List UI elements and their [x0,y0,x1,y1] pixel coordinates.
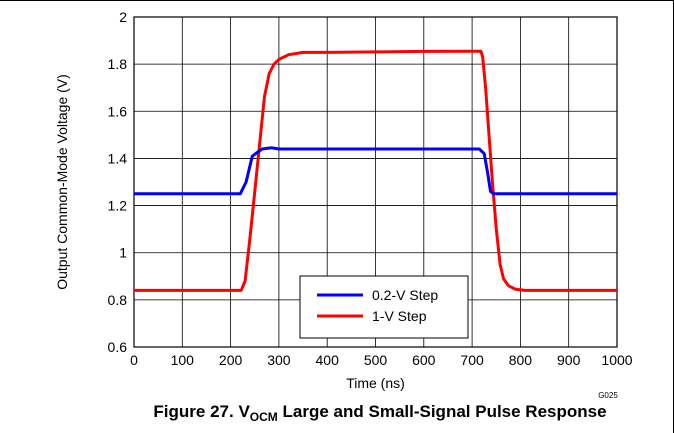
x-tick-label: 400 [316,352,340,368]
legend-box [299,275,469,339]
x-tick-label: 100 [171,352,195,368]
series-line-small-step [134,146,617,196]
caption-subscript: OCM [249,410,278,424]
x-tick-label: 900 [557,352,581,368]
series-lines [134,49,617,292]
frame-top-border [0,0,673,1]
x-tick-label: 700 [460,352,484,368]
y-tick-labels: 0.6 0.8 1 1.2 1.4 1.6 1.8 2 [108,9,128,355]
x-tick-label: 800 [509,352,533,368]
x-axis-label: Time (ns) [346,375,405,391]
x-tick-label: 0 [130,352,138,368]
y-tick-label: 1.8 [108,56,128,72]
x-tick-label: 200 [219,352,243,368]
chart: 0 100 200 300 400 500 600 700 800 900 1000 0.6 0.8 1… [54,9,633,400]
plot-frame [133,16,618,348]
y-tick-label: 1.2 [108,198,128,214]
x-tick-label: 300 [267,352,291,368]
legend-entry-label: 1-V Step [372,308,427,324]
caption-suffix: Large and Small-Signal Pulse Response [277,402,607,421]
figure-code-label: G025 [598,391,618,400]
y-tick-label: 0.6 [108,339,128,355]
y-tick-label: 1.6 [108,103,128,119]
y-tick-label: 0.8 [108,292,128,308]
legend: 0.2-V Step 1-V Step [299,275,469,339]
figure-caption: Figure 27. VOCM Large and Small-Signal P… [100,402,660,424]
series-line-large-step [134,49,617,292]
y-tick-label: 1 [119,245,127,261]
y-tick-label: 1.4 [108,150,128,166]
x-tick-labels: 0 100 200 300 400 500 600 700 800 900 1000 [130,352,633,368]
x-tick-label: 1000 [601,352,632,368]
legend-entry-label: 0.2-V Step [372,287,438,303]
y-axis-label: Output Common-Mode Voltage (V) [54,74,70,290]
x-tick-label: 500 [364,352,388,368]
y-tick-label: 2 [119,9,127,25]
x-tick-label: 600 [412,352,436,368]
caption-prefix: Figure 27. V [153,402,250,421]
